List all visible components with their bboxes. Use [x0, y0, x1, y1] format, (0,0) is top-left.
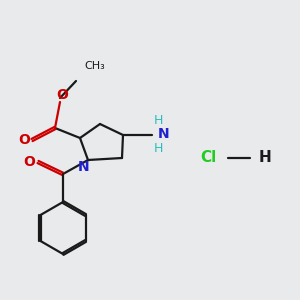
- Text: O: O: [18, 133, 30, 147]
- Text: CH₃: CH₃: [84, 61, 105, 71]
- Text: O: O: [23, 155, 35, 169]
- Text: H: H: [153, 142, 163, 154]
- Text: N: N: [78, 160, 90, 174]
- Text: H: H: [153, 115, 163, 128]
- Text: O: O: [56, 88, 68, 102]
- Text: N: N: [158, 127, 170, 141]
- Text: H: H: [259, 151, 272, 166]
- Text: Cl: Cl: [200, 151, 216, 166]
